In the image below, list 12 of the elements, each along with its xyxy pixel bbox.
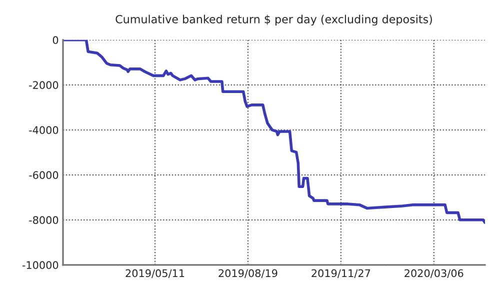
chart-title: Cumulative banked return $ per day (excluding deposits) xyxy=(116,14,432,26)
line-series xyxy=(63,40,485,224)
x-tick-label: 2019/08/19 xyxy=(218,269,278,278)
x-tick-label: 2020/03/06 xyxy=(404,269,464,278)
y-tick-label: 0 xyxy=(52,36,58,44)
y-tick-label: -8000 xyxy=(29,216,58,224)
y-tick-label: -2000 xyxy=(29,81,58,90)
y-tick-label: -4000 xyxy=(29,126,58,134)
y-tick-label: -10000 xyxy=(22,261,58,270)
x-tick-label: 2019/11/27 xyxy=(312,269,370,278)
x-tick-label: 2019/05/11 xyxy=(126,269,184,278)
y-tick-label: -6000 xyxy=(29,171,58,180)
